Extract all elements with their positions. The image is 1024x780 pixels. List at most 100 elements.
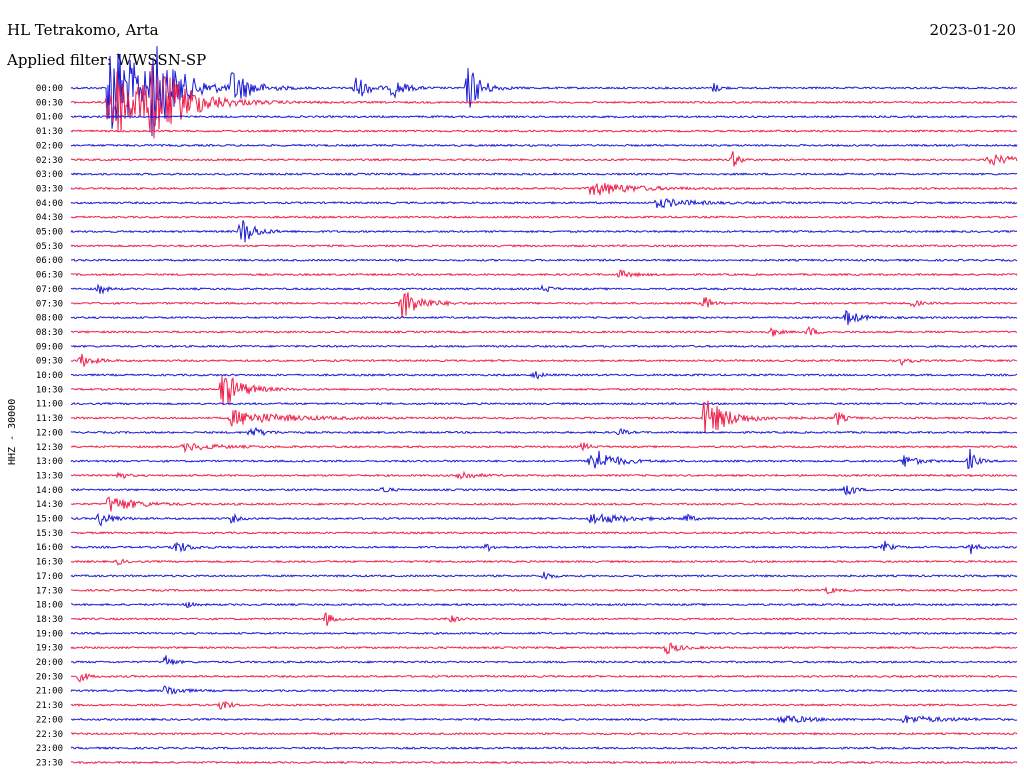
trace-0600 <box>70 258 1018 263</box>
time-label: 03:00 <box>36 170 63 180</box>
time-label: 09:00 <box>36 342 63 352</box>
trace-0530 <box>70 244 1018 248</box>
time-label: 18:30 <box>36 615 63 625</box>
time-label: 16:30 <box>36 558 63 568</box>
time-label: 19:30 <box>36 644 63 654</box>
time-label: 22:00 <box>36 715 63 725</box>
time-label: 18:00 <box>36 601 63 611</box>
time-label: 00:00 <box>36 84 63 94</box>
trace-2230 <box>70 731 1018 736</box>
date-label: 2023-01-20 <box>929 21 1016 39</box>
seismogram-traces <box>70 46 1018 765</box>
trace-1300 <box>70 448 1018 470</box>
time-label: 11:00 <box>36 400 63 410</box>
trace-1030 <box>70 375 1018 406</box>
time-label: 17:30 <box>36 586 63 596</box>
trace-1900 <box>70 631 1018 636</box>
trace-1400 <box>70 485 1018 496</box>
time-label: 04:00 <box>36 199 63 209</box>
time-label: 06:00 <box>36 256 63 266</box>
time-label: 03:30 <box>36 184 63 194</box>
trace-0800 <box>70 309 1018 326</box>
trace-1700 <box>70 571 1018 580</box>
time-label: 23:30 <box>36 758 63 768</box>
trace-0500 <box>70 220 1018 243</box>
trace-2130 <box>70 700 1018 710</box>
trace-0830 <box>70 325 1017 337</box>
trace-1830 <box>70 611 1018 627</box>
time-label: 07:00 <box>36 285 63 295</box>
time-label: 00:30 <box>36 98 63 108</box>
trace-0200 <box>70 143 1018 148</box>
time-label: 12:00 <box>36 428 63 438</box>
trace-0000 <box>70 46 1018 137</box>
trace-2300 <box>70 746 1018 750</box>
time-label: 21:30 <box>36 701 63 711</box>
time-label: 11:30 <box>36 414 63 424</box>
time-label: 15:00 <box>36 515 63 525</box>
trace-1930 <box>70 642 1018 655</box>
trace-1230 <box>70 441 1018 454</box>
trace-1130 <box>70 400 1018 434</box>
time-label: 04:30 <box>36 213 63 223</box>
trace-1000 <box>70 371 1018 380</box>
time-label: 23:00 <box>36 744 63 754</box>
time-label: 01:30 <box>36 127 63 137</box>
time-label: 16:00 <box>36 543 63 553</box>
trace-0430 <box>70 215 1018 219</box>
trace-0330 <box>70 183 1018 196</box>
time-label: 12:30 <box>36 443 63 453</box>
time-label: 20:30 <box>36 672 63 682</box>
trace-1600 <box>70 540 1018 555</box>
station-title: HL Tetrakomo, Arta <box>7 21 159 39</box>
time-label: 15:30 <box>36 529 63 539</box>
time-label: 13:00 <box>36 457 63 467</box>
time-label: 05:00 <box>36 228 63 238</box>
time-label: 08:30 <box>36 328 63 338</box>
trace-0900 <box>70 344 1018 349</box>
time-label: 09:30 <box>36 357 63 367</box>
trace-2000 <box>70 655 1018 665</box>
trace-2200 <box>70 714 1018 724</box>
trace-1530 <box>70 531 1018 535</box>
time-label: 17:00 <box>36 572 63 582</box>
trace-1730 <box>70 586 1018 595</box>
trace-0030 <box>70 65 1018 139</box>
time-label: 14:30 <box>36 500 63 510</box>
trace-0630 <box>70 269 1018 278</box>
time-label: 13:30 <box>36 471 63 481</box>
time-label: 10:00 <box>36 371 63 381</box>
time-labels: 00:00 00:30 01:00 01:30 02:00 02:30 03:00 03:30… <box>36 84 63 768</box>
time-label: 10:30 <box>36 385 63 395</box>
trace-0700 <box>70 283 1018 295</box>
time-label: 07:30 <box>36 299 63 309</box>
time-label: 05:30 <box>36 242 63 252</box>
time-label: 22:30 <box>36 730 63 740</box>
time-label: 02:30 <box>36 156 63 166</box>
trace-1630 <box>70 558 1018 566</box>
time-label: 06:30 <box>36 271 63 281</box>
trace-1500 <box>70 512 1018 527</box>
trace-2100 <box>70 685 1018 696</box>
trace-2030 <box>70 673 1018 683</box>
trace-1330 <box>70 470 1018 480</box>
trace-0130 <box>70 129 1018 133</box>
trace-0930 <box>70 353 1018 368</box>
trace-1800 <box>71 601 1018 608</box>
trace-0400 <box>70 198 1018 209</box>
time-label: 08:00 <box>36 314 63 324</box>
trace-2330 <box>70 760 1018 765</box>
time-label: 01:00 <box>36 113 63 123</box>
trace-0730 <box>70 292 1018 318</box>
time-label: 02:00 <box>36 141 63 151</box>
trace-0300 <box>70 172 1018 176</box>
time-label: 14:00 <box>36 486 63 496</box>
trace-0230 <box>70 151 1018 167</box>
time-label: 19:00 <box>36 629 63 639</box>
trace-1200 <box>70 426 1018 437</box>
time-label: 21:00 <box>36 687 63 697</box>
trace-0100 <box>70 114 1018 119</box>
trace-1430 <box>71 496 1018 512</box>
trace-1100 <box>70 401 1018 406</box>
